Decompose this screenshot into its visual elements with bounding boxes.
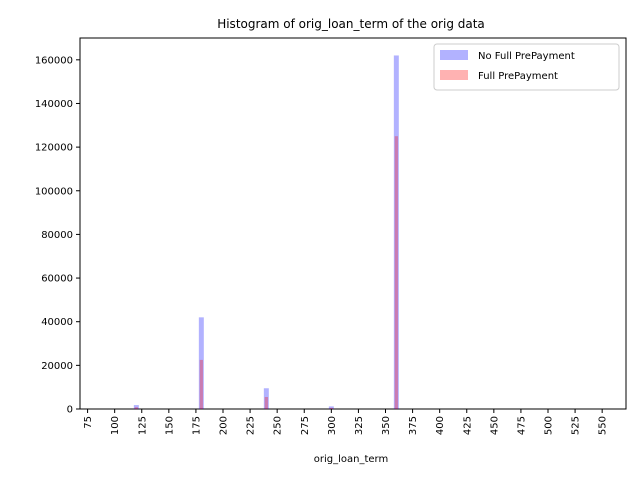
x-tick-label-500: 500 (544, 416, 555, 435)
legend-box (433, 43, 620, 91)
plot-area (79, 37, 627, 410)
bar-full-prepayment-300 (329, 407, 333, 409)
y-tick-label-140000: 140000 (35, 99, 73, 110)
bar-no-full-prepayment-180 (198, 317, 204, 409)
y-tick-label-40000: 40000 (41, 317, 73, 328)
legend-label-1: Full PrePayment (478, 71, 558, 82)
bar-full-prepayment-240 (264, 396, 268, 409)
x-tick-label-175: 175 (191, 416, 202, 435)
x-tick-label-400: 400 (435, 416, 446, 435)
y-tick-label-60000: 60000 (41, 274, 73, 285)
legend-swatch-0 (440, 50, 468, 60)
x-tick-label-425: 425 (462, 416, 473, 435)
x-tick-label-150: 150 (164, 416, 175, 435)
x-tick-label-450: 450 (489, 416, 500, 435)
x-axis-label: orig_loan_term (314, 454, 388, 465)
x-tick-label-350: 350 (381, 416, 392, 435)
y-tick-label-160000: 160000 (35, 55, 73, 66)
x-tick-label-100: 100 (110, 416, 121, 435)
bar-full-prepayment-360 (394, 136, 398, 410)
y-tick-label-100000: 100000 (35, 186, 73, 197)
x-tick-label-300: 300 (327, 416, 338, 435)
y-axis: 0 20000 40000 60000 80000 100000 120000 140000 1… (35, 55, 80, 416)
x-tick-label-475: 475 (516, 416, 527, 435)
bar-no-full-prepayment-120 (133, 405, 139, 409)
x-tick-label-525: 525 (571, 416, 582, 435)
bar-no-full-prepayment-240 (263, 388, 269, 409)
x-tick-label-250: 250 (273, 416, 284, 435)
x-tick-label-275: 275 (300, 416, 311, 435)
axes-frame (79, 37, 627, 410)
x-tick-label-550: 550 (598, 416, 609, 435)
bar-full-prepayment-180 (199, 359, 203, 409)
legend: No Full PrePayment Full PrePayment (433, 43, 620, 91)
bar-no-full-prepayment-360 (393, 55, 399, 409)
bars-group (133, 55, 399, 410)
chart-title: Histogram of orig_loan_term of the orig … (217, 17, 485, 31)
x-axis: 75 100 125 150 175 200 225 250 275 300 325 350 375 40… (83, 409, 609, 435)
y-tick-label-0: 0 (67, 405, 73, 416)
bar-no-full-prepayment-300 (328, 406, 334, 409)
y-tick-label-20000: 20000 (41, 361, 73, 372)
legend-label-0: No Full PrePayment (478, 51, 575, 62)
x-tick-label-225: 225 (246, 416, 257, 435)
x-tick-label-125: 125 (137, 416, 148, 435)
legend-swatch-1 (440, 70, 468, 80)
x-tick-label-375: 375 (408, 416, 419, 435)
y-tick-label-80000: 80000 (41, 230, 73, 241)
y-tick-label-120000: 120000 (35, 143, 73, 154)
bar-full-prepayment-120 (134, 407, 138, 409)
x-tick-label-75: 75 (83, 416, 94, 429)
x-tick-label-325: 325 (354, 416, 365, 435)
x-tick-label-200: 200 (219, 416, 230, 435)
